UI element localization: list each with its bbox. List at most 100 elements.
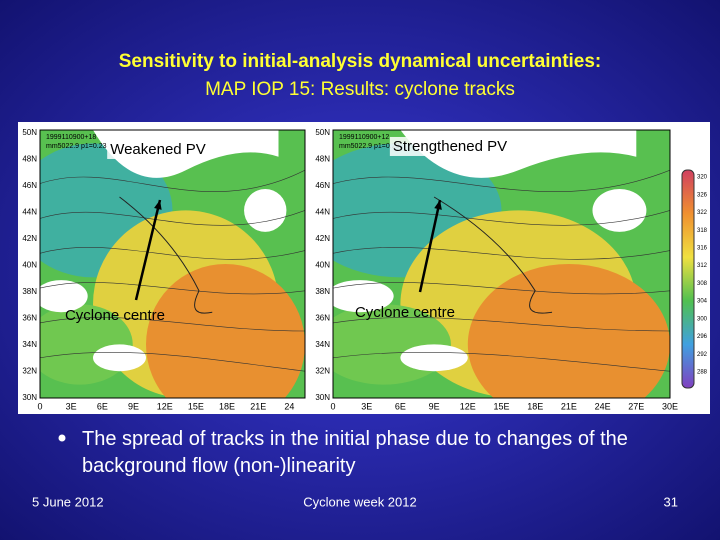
y-tick-label: 50N: [315, 128, 330, 137]
colorbar-label: 326: [697, 192, 708, 198]
cloud: [592, 188, 647, 232]
y-tick-label: 36N: [315, 314, 330, 323]
x-tick-label: 12E: [157, 401, 173, 411]
y-tick-label: 42N: [22, 234, 37, 243]
label-box: [107, 139, 209, 159]
y-tick-label: 38N: [22, 287, 37, 296]
cloud: [333, 280, 394, 313]
map-border: [39, 129, 306, 399]
coastline: [433, 196, 553, 314]
x-tick-label: 18E: [527, 401, 543, 411]
y-tick-label: 46N: [22, 181, 37, 190]
isobar: [333, 351, 670, 372]
y-tick-label: 34N: [22, 340, 37, 349]
x-tick-label: 15E: [493, 401, 509, 411]
colorbar-label: 308: [697, 281, 708, 287]
colorbar-label: 322: [697, 210, 708, 216]
x-tick-label: 6E: [395, 401, 406, 411]
colorbar-label: 292: [697, 352, 708, 358]
map-header: 1999110900+18: [46, 134, 96, 141]
cloud: [40, 280, 88, 313]
isobar: [333, 169, 670, 192]
x-tick-label: 3E: [66, 401, 77, 411]
panel-label: Strengthened PV: [393, 138, 507, 155]
y-tick-label: 46N: [315, 181, 330, 190]
x-tick-label: 9E: [429, 401, 440, 411]
bullet-dot: [58, 434, 66, 442]
y-tick-label: 38N: [315, 287, 330, 296]
colorbar-label: 320: [697, 175, 708, 181]
map-header: mm5022.9 p1=0.23: [46, 143, 107, 150]
field-orange: [467, 264, 670, 398]
y-tick-label: 50N: [22, 128, 37, 137]
y-tick-label: 30N: [315, 393, 330, 402]
x-tick-label: 15E: [188, 401, 204, 411]
title: Sensitivity to initial-analysis dynamica…: [119, 51, 602, 72]
isobar: [40, 169, 305, 192]
panel-label: Weakened PV: [110, 141, 206, 158]
map-border: [332, 129, 671, 399]
map: [40, 130, 305, 398]
track-arrow: [418, 199, 442, 293]
colorbar-label: 300: [697, 316, 708, 322]
x-tick-label: 21E: [250, 401, 266, 411]
y-tick-label: 44N: [315, 208, 330, 217]
isobar: [333, 210, 670, 226]
isobar: [333, 282, 670, 295]
y-tick-label: 48N: [315, 155, 330, 164]
bullet-text: The spread of tracks in the initial phas…: [82, 428, 628, 477]
colorbar-label: 304: [697, 299, 708, 305]
annotation: Cyclone centre: [65, 307, 165, 324]
x-tick-label: 27E: [628, 401, 644, 411]
label-box: [389, 136, 511, 156]
colorbar-label: 296: [697, 334, 708, 340]
isobar: [333, 247, 670, 260]
x-tick-label: 3E: [361, 401, 372, 411]
map: [333, 130, 670, 398]
x-tick-label: 6E: [97, 401, 108, 411]
colorbar: [681, 169, 695, 389]
map-header: mm5022.9 p1=0.23: [339, 143, 400, 150]
y-tick-label: 44N: [22, 208, 37, 217]
track-arrow: [134, 199, 162, 301]
y-tick-label: 48N: [22, 155, 37, 164]
subtitle: MAP IOP 15: Results: cyclone tracks: [205, 79, 515, 100]
cloud: [93, 344, 146, 372]
field-orange: [146, 264, 305, 398]
y-tick-label: 32N: [315, 367, 330, 376]
x-tick-label: 24: [284, 401, 294, 411]
x-tick-label: 24E: [595, 401, 611, 411]
colorbar-label: 288: [697, 370, 708, 376]
arrow-head: [434, 200, 442, 210]
coastline: [119, 196, 213, 314]
y-tick-label: 34N: [315, 340, 330, 349]
x-tick-label: 21E: [561, 401, 577, 411]
y-tick-label: 40N: [22, 261, 37, 270]
isobar: [40, 282, 305, 295]
cloud: [244, 188, 287, 232]
footer-event: Cyclone week 2012: [303, 494, 416, 509]
isobar: [40, 247, 305, 260]
x-tick-label: 0: [330, 401, 335, 411]
y-tick-label: 42N: [315, 234, 330, 243]
colorbar-label: 318: [697, 228, 708, 234]
x-tick-label: 30E: [662, 401, 678, 411]
y-tick-label: 30N: [22, 393, 37, 402]
footer-date: 5 June 2012: [32, 494, 104, 509]
y-tick-label: 32N: [22, 367, 37, 376]
x-tick-label: 0: [37, 401, 42, 411]
x-tick-label: 18E: [219, 401, 235, 411]
y-tick-label: 40N: [315, 261, 330, 270]
y-tick-label: 36N: [22, 314, 37, 323]
cloud: [400, 344, 468, 372]
colorbar-label: 316: [697, 245, 708, 251]
page-number: 31: [664, 494, 678, 509]
isobar: [40, 317, 305, 332]
arrow-head: [154, 200, 162, 210]
map-header: 1999110900+12: [339, 134, 389, 141]
isobar: [40, 351, 305, 372]
annotation: Cyclone centre: [355, 304, 455, 321]
isobar: [333, 317, 670, 332]
